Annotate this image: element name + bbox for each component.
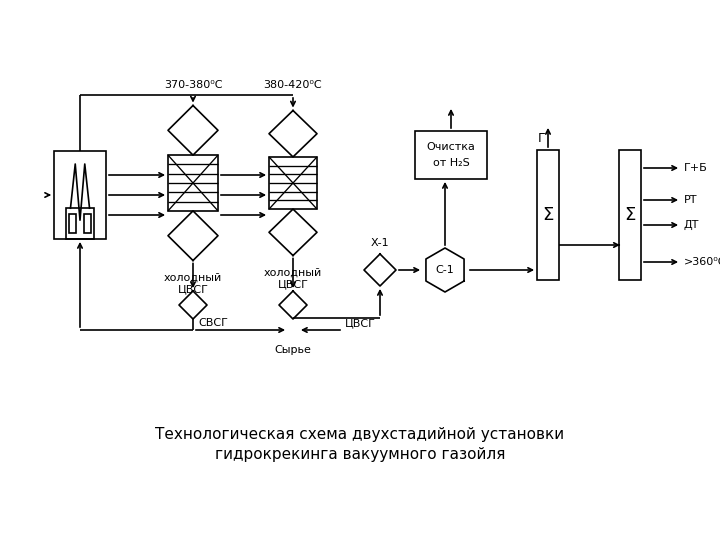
Text: Х-1: Х-1 [371, 238, 390, 248]
Bar [84, 214, 91, 233]
Text: РТ: РТ [684, 195, 698, 205]
Text: Σ: Σ [624, 206, 636, 224]
Text: холодный: холодный [164, 273, 222, 282]
Text: 370-380⁰С: 370-380⁰С [163, 80, 222, 90]
Bar [168, 155, 218, 211]
Bar [68, 214, 76, 233]
Text: ЦВСГ: ЦВСГ [345, 318, 376, 328]
Text: >360⁰С: >360⁰С [684, 257, 720, 267]
Text: от H₂S: от H₂S [433, 158, 469, 168]
Bar [537, 150, 559, 280]
Bar [66, 208, 94, 239]
Text: Технологическая схема двухстадийной установки: Технологическая схема двухстадийной уста… [156, 428, 564, 442]
Text: Очистка: Очистка [426, 142, 475, 152]
Text: ЦВСГ: ЦВСГ [178, 285, 208, 294]
Text: 380-420⁰С: 380-420⁰С [264, 80, 323, 90]
Bar [269, 157, 317, 209]
Text: СВСГ: СВСГ [198, 318, 228, 328]
Text: холодный: холодный [264, 267, 322, 278]
Text: гидрокрекинга вакуумного газойля: гидрокрекинга вакуумного газойля [215, 448, 505, 462]
Text: ЦВСГ: ЦВСГ [278, 280, 308, 289]
Bar [415, 131, 487, 179]
Text: С-1: С-1 [436, 265, 454, 275]
Text: Сырье: Сырье [274, 345, 312, 355]
Bar [619, 150, 641, 280]
Text: ДТ: ДТ [684, 220, 699, 230]
Text: Г+Б: Г+Б [684, 163, 708, 173]
Bar [54, 151, 106, 239]
Text: Σ: Σ [542, 206, 554, 224]
Text: Г: Г [537, 132, 545, 145]
